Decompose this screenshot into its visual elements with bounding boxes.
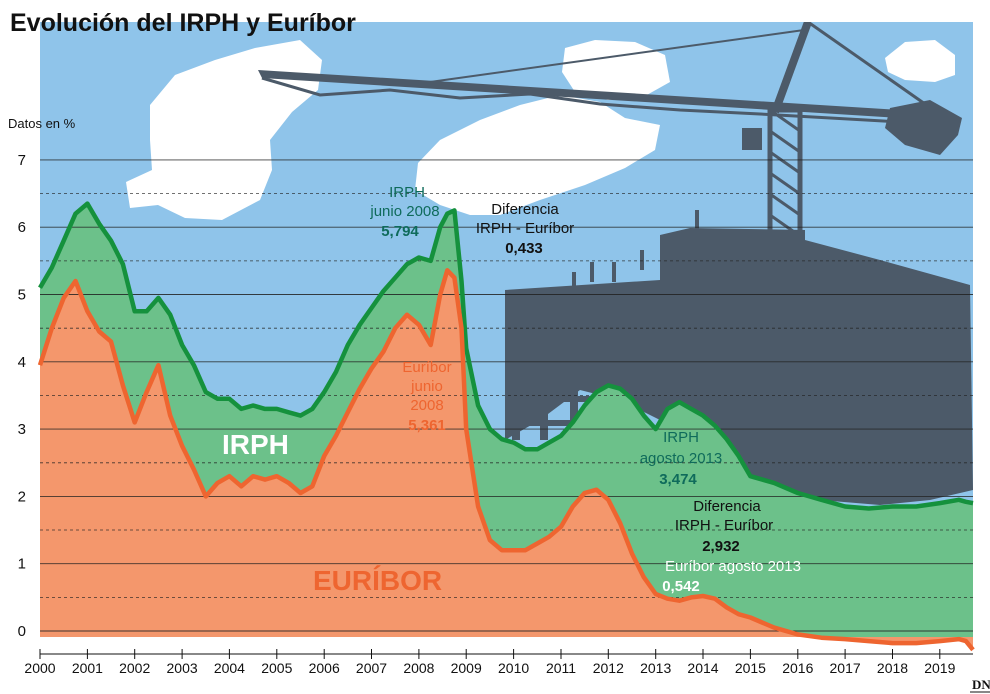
y-tick-label: 2 bbox=[18, 488, 26, 505]
x-tick-label: 2014 bbox=[687, 660, 718, 676]
crane-mast-brace bbox=[769, 108, 801, 133]
x-tick-label: 2011 bbox=[546, 660, 576, 676]
annotation-value: 3,474 bbox=[659, 471, 697, 488]
y-tick-labels: 0 1 2 3 4 5 6 7 bbox=[18, 152, 26, 640]
x-tick-label: 2005 bbox=[261, 660, 292, 676]
y-tick-label: 7 bbox=[18, 152, 26, 169]
annotation-value: 0,542 bbox=[662, 578, 700, 595]
cloud bbox=[562, 40, 670, 100]
building-floor-slab bbox=[512, 324, 602, 330]
building-rebar bbox=[768, 218, 772, 238]
euribor-line bbox=[37, 268, 975, 652]
annotation-line: Euríbor bbox=[402, 359, 451, 376]
y-tick-label: 6 bbox=[18, 219, 26, 236]
annotation-line: junio 2008 bbox=[369, 203, 439, 220]
building-floor-slab bbox=[512, 372, 602, 378]
x-tick-label: 2002 bbox=[119, 660, 150, 676]
crane-counterweight bbox=[885, 100, 962, 155]
building-column bbox=[512, 290, 520, 440]
x-tick-label: 2016 bbox=[782, 660, 813, 676]
cloud bbox=[415, 95, 660, 215]
crane-pendant bbox=[429, 29, 805, 83]
x-tick-label: 2000 bbox=[24, 660, 55, 676]
y-tick-label: 0 bbox=[18, 623, 26, 640]
logo: DN bbox=[972, 677, 990, 692]
annotation-irph-peak: IRPH junio 2008 5,794 bbox=[369, 184, 439, 240]
x-tick-label: 2010 bbox=[498, 660, 529, 676]
irph-line bbox=[38, 201, 974, 511]
building-illustration bbox=[505, 210, 973, 505]
annotation-irph-2013: IRPH agosto 2013 3,474 bbox=[640, 429, 723, 488]
building-silhouette bbox=[505, 228, 973, 505]
building-rebar bbox=[572, 272, 576, 292]
annotation-line: junio bbox=[410, 378, 443, 395]
crane-illustration bbox=[258, 20, 962, 238]
x-tick-label: 2008 bbox=[403, 660, 434, 676]
building-rebar bbox=[590, 262, 594, 282]
building-rebar bbox=[640, 250, 644, 270]
annotation-euribor-2013: Euríbor agosto 2013 0,542 bbox=[662, 558, 801, 595]
annotation-line: 2008 bbox=[410, 397, 443, 414]
annotation-euribor-peak: Euríbor junio 2008 5,361 bbox=[402, 359, 451, 434]
annotation-diff-2008: Diferencia IRPH - Euríbor 0,433 bbox=[476, 201, 574, 257]
crane-jib bbox=[258, 70, 900, 118]
y-axis-label: Datos en % bbox=[8, 116, 76, 131]
annotation-line: IRPH bbox=[663, 429, 699, 446]
x-tick-label: 2004 bbox=[214, 660, 245, 676]
crane-mast-brace bbox=[769, 150, 801, 175]
annotation-line: agosto 2013 bbox=[640, 450, 723, 467]
euribor-area bbox=[40, 270, 973, 650]
annotation-value: 5,361 bbox=[408, 417, 446, 434]
x-tick-label: 2003 bbox=[167, 660, 198, 676]
annotation-line: Euríbor agosto 2013 bbox=[665, 558, 801, 575]
annotation-value: 0,433 bbox=[505, 240, 543, 257]
x-tick-label: 2013 bbox=[640, 660, 671, 676]
building-column bbox=[540, 290, 548, 440]
annotation-value: 5,794 bbox=[381, 223, 419, 240]
euribor-series-label: EURÍBOR bbox=[313, 565, 442, 596]
annotation-line: Diferencia bbox=[693, 498, 761, 515]
annotation-line: Diferencia bbox=[491, 201, 559, 218]
x-tick-label: 2017 bbox=[830, 660, 861, 676]
x-tick-label: 2019 bbox=[924, 660, 955, 676]
building-floor-slab bbox=[512, 396, 602, 402]
building-rebar bbox=[612, 262, 616, 282]
crane-mast-brace bbox=[769, 192, 801, 217]
y-tick-label: 3 bbox=[18, 421, 26, 438]
building-floor-slab bbox=[512, 348, 602, 354]
irph-series-label: IRPH bbox=[222, 429, 289, 460]
x-tick-label: 2009 bbox=[451, 660, 482, 676]
crane-jib-truss bbox=[261, 76, 901, 124]
crane-peak bbox=[771, 20, 812, 114]
crane-hook-block bbox=[742, 128, 762, 150]
crane-mast-brace bbox=[769, 129, 801, 154]
building-floor-slab bbox=[512, 420, 602, 426]
x-tick-label: 2007 bbox=[356, 660, 387, 676]
x-tick-label: 2012 bbox=[593, 660, 624, 676]
x-tick-label: 2018 bbox=[877, 660, 908, 676]
annotation-value: 2,932 bbox=[702, 538, 740, 555]
x-tick-label: 2006 bbox=[309, 660, 340, 676]
cloud bbox=[885, 40, 955, 82]
y-tick-label: 1 bbox=[18, 556, 26, 573]
annotation-line: IRPH - Euríbor bbox=[675, 517, 773, 534]
y-tick-label: 4 bbox=[18, 354, 26, 371]
annotation-diff-2013: Diferencia IRPH - Euríbor 2,932 bbox=[675, 498, 773, 555]
building-floor-slab bbox=[512, 300, 602, 306]
building-column bbox=[570, 290, 578, 440]
annotation-line: IRPH bbox=[389, 184, 425, 201]
title-band bbox=[0, 0, 990, 22]
cloud bbox=[126, 40, 322, 220]
x-tick-labels: 2000 2001 2002 2003 2004 2005 2006 2007 2008 2009… bbox=[24, 649, 973, 676]
x-tick-label: 2001 bbox=[72, 660, 103, 676]
crane-mast-brace bbox=[769, 171, 801, 196]
annotation-line: IRPH - Euríbor bbox=[476, 220, 574, 237]
building-rebar bbox=[695, 210, 699, 230]
clouds bbox=[126, 40, 955, 220]
x-tick-label: 2015 bbox=[735, 660, 766, 676]
chart-title: Evolución del IRPH y Euríbor bbox=[10, 9, 356, 37]
y-tick-label: 5 bbox=[18, 287, 26, 304]
